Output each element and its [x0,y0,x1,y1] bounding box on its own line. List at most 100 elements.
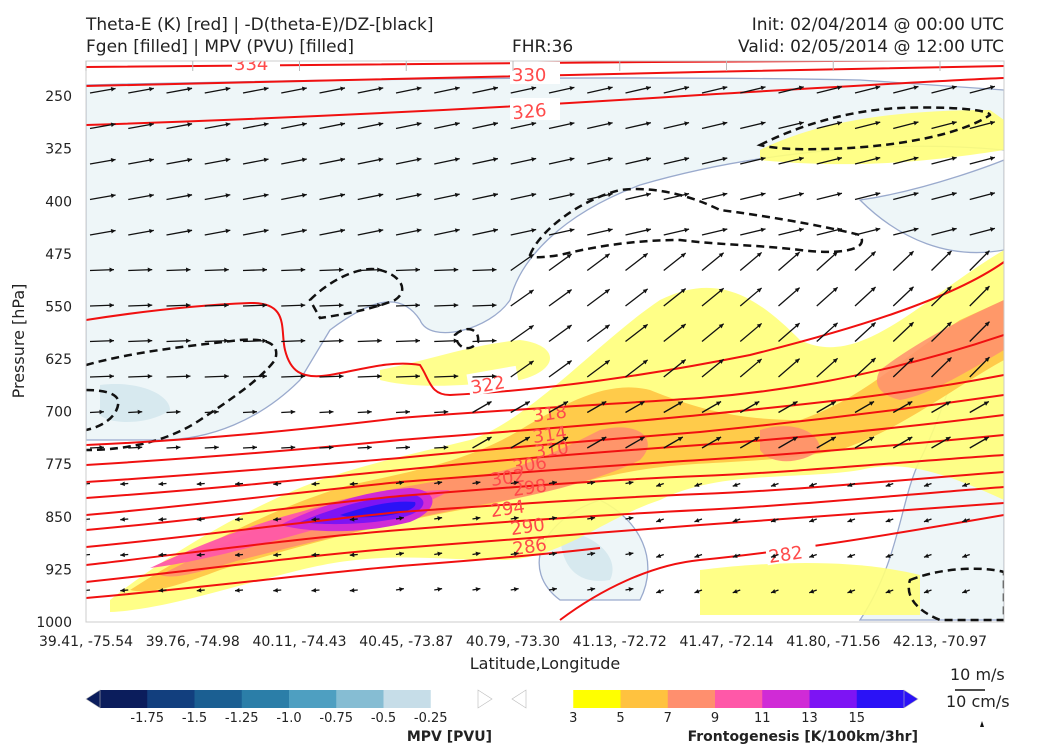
wind-arrow [587,86,613,94]
wind-arrow [931,285,952,307]
x-tick-label: 41.80, -71.56 [786,634,880,650]
colorbar-swatch [856,690,905,708]
wind-arrow [281,445,296,450]
x-tick-label: 40.79, -73.30 [466,634,560,650]
y-axis-label: Pressure [hPa] [9,284,28,399]
wind-arrow [663,400,684,414]
wind-arrow [434,516,443,521]
wind-arrow [847,589,856,594]
wind-arrow [510,400,531,414]
wind-arrow [739,358,763,378]
wind-arrow [204,157,231,165]
wind-arrow [510,516,519,521]
mpv-colorbar-label: MPV [PVU] [407,729,492,745]
wind-arrow [962,482,970,487]
colorbar-tick-label: -1.75 [130,711,164,726]
wind-arrow [281,193,307,201]
wind-arrow [625,192,651,201]
wind-arrow [510,436,531,449]
wind-arrow [434,374,459,379]
wind-arrow [510,360,535,378]
wind-arrow [472,587,481,592]
y-tick-label: 325 [45,142,72,158]
plot-frame [85,60,1005,623]
wind-arrow [586,324,611,343]
wind-reference-vertical: 10 cm/s [946,692,1010,711]
wind-arrow [892,321,915,342]
wind-arrow [120,552,129,558]
wind-arrow [319,409,334,415]
contour-label: 310 [533,437,570,463]
wind-arrow [319,193,346,201]
black-dashed-contours [86,106,1004,622]
wind-arrow [548,516,557,521]
wind-arrow [586,359,611,378]
colorbar-swatch [715,690,763,708]
contour-label: 334 [234,54,268,75]
wind-arrow [740,156,766,165]
wind-arrow [893,227,919,236]
wind-arrow [548,360,573,378]
wind-arrow [357,445,372,450]
theta-e-labels: 334 330 326 322 318 314 310 306 302 298 … [232,54,818,568]
wind-arrow [166,86,193,94]
colorbar-tick-label: 7 [664,711,672,726]
wind-arrow [281,267,306,273]
wind-arrow [434,445,449,450]
wind-arrow [234,517,244,522]
wind-arrow [196,552,205,558]
wind-arrow [816,121,843,130]
contour-label: 330 [512,65,546,86]
contour-label: 306 [511,452,548,478]
wind-arrow [587,157,613,165]
mpv-fill-darker [100,384,613,581]
wind-arrow [969,400,990,414]
wind-arrow [311,588,320,593]
wind-arrow [816,286,839,307]
wind-arrow [158,481,167,487]
wind-arrow [701,436,722,449]
wind-arrow [166,409,181,415]
wind-arrow [854,156,881,165]
wind-arrow [809,553,817,558]
wind-arrow [166,267,191,273]
wind-arrow [701,400,722,414]
wind-arrow [357,86,384,94]
wind-arrow [625,85,651,94]
wind-arrow [196,588,205,593]
wind-arrow [196,481,205,487]
wind-arrow [357,228,384,236]
wind-arrow [885,553,894,558]
wind-arrow [816,192,843,201]
wind-arrow [816,400,837,414]
y-tick-label: 400 [45,194,72,210]
wind-arrow [778,121,804,130]
wind-arrow [885,589,894,594]
wind-arrow [740,227,766,236]
colorbar-swatch [526,690,574,708]
wind-arrow [395,409,411,415]
wind-arrow [395,86,422,94]
wind-arrow [128,409,143,415]
wind-arrow [349,517,358,522]
wind-arrow [778,358,801,378]
wind-arrow [434,587,443,592]
x-tick-label: 42.13, -70.97 [893,634,987,650]
wind-arrow [962,518,970,523]
wind-arrow [395,121,422,130]
wind-arrow [510,192,537,201]
wind-arrow [854,436,875,449]
wind-arrow [969,436,990,449]
plot-area: 334 330 326 322 318 314 310 306 302 298 … [86,54,1004,622]
wind-arrow [434,303,459,308]
wind-arrow [357,192,384,201]
wind-arrow [434,267,459,273]
wind-arrow [434,228,460,236]
wind-arrow [854,251,877,271]
wind-arrow [587,228,613,236]
wind-arrow [281,122,307,130]
x-tick-label: 40.45, -73.87 [359,634,453,650]
wind-arrow [242,157,269,165]
wind-arrow [548,157,575,165]
wind-arrow [809,589,817,594]
